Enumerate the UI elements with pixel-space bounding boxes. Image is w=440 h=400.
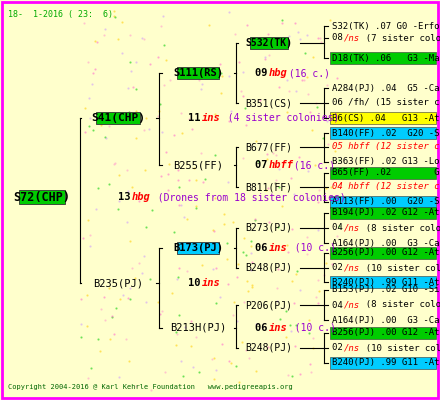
Text: A113(FF) .00  G20 -Sinop62R: A113(FF) .00 G20 -Sinop62R — [332, 198, 440, 206]
Text: (8 sister colonies): (8 sister colonies) — [356, 224, 440, 232]
Bar — [19, 190, 65, 204]
Text: /ns: /ns — [344, 224, 360, 232]
Text: D18(TK) .06   G3 -Maced02Q: D18(TK) .06 G3 -Maced02Q — [332, 54, 440, 62]
Text: /ns: /ns — [344, 34, 360, 42]
Text: B140(FF) .02  G20 -Sinop62R: B140(FF) .02 G20 -Sinop62R — [332, 128, 440, 138]
Text: (10 sister colonies): (10 sister colonies) — [356, 344, 440, 352]
Text: 07: 07 — [255, 160, 274, 170]
Text: (4 sister colonies): (4 sister colonies) — [216, 113, 339, 123]
Bar — [330, 52, 436, 64]
Text: (10 c.): (10 c.) — [283, 323, 336, 333]
Text: (16 c.): (16 c.) — [283, 68, 330, 78]
Text: hbff: hbff — [269, 160, 294, 170]
Text: S532(TK): S532(TK) — [246, 38, 293, 48]
Text: B213H(PJ): B213H(PJ) — [170, 323, 226, 333]
Text: B256(PJ) .00 G12 -AthosSt80R: B256(PJ) .00 G12 -AthosSt80R — [332, 248, 440, 258]
Text: 06 /fh/ (15 sister colonies): 06 /fh/ (15 sister colonies) — [332, 98, 440, 108]
Text: ins: ins — [269, 323, 288, 333]
Text: 04: 04 — [332, 224, 348, 232]
Bar — [330, 112, 436, 124]
Text: Copyright 2004-2016 @ Karl Kehrle Foundation   www.pedigreeapis.org: Copyright 2004-2016 @ Karl Kehrle Founda… — [8, 384, 293, 390]
Text: B256(PJ) .00 G12 -AthosSt80R: B256(PJ) .00 G12 -AthosSt80R — [332, 328, 440, 338]
Text: B194(PJ) .02 G12 -AthosSt80R: B194(PJ) .02 G12 -AthosSt80R — [332, 208, 440, 218]
Bar — [330, 127, 436, 139]
Text: /ns: /ns — [344, 300, 360, 310]
Text: S41(CHP): S41(CHP) — [91, 113, 145, 123]
Text: 18-  1-2016 ( 23:  6): 18- 1-2016 ( 23: 6) — [8, 10, 113, 19]
Bar — [330, 207, 436, 219]
Text: hbg: hbg — [269, 68, 288, 78]
Text: B363(FF) .02 G13 -Longos77R: B363(FF) .02 G13 -Longos77R — [332, 158, 440, 166]
Bar — [330, 167, 436, 179]
Text: B811(FF): B811(FF) — [246, 182, 293, 192]
Text: B248(PJ): B248(PJ) — [246, 343, 293, 353]
Bar — [249, 37, 288, 48]
Text: 02: 02 — [332, 264, 348, 272]
Text: B677(FF): B677(FF) — [246, 142, 293, 152]
Text: S32(TK) .07 G0 -Erfoud07-1Q: S32(TK) .07 G0 -Erfoud07-1Q — [332, 22, 440, 30]
Text: ins: ins — [269, 243, 288, 253]
Text: 05 hbff (12 sister colonies): 05 hbff (12 sister colonies) — [332, 142, 440, 152]
Text: 08: 08 — [332, 34, 348, 42]
Bar — [330, 327, 436, 339]
Text: S72(CHP): S72(CHP) — [14, 190, 70, 204]
Text: B255(FF): B255(FF) — [173, 160, 223, 170]
Text: (8 sister colonies): (8 sister colonies) — [356, 300, 440, 310]
Text: (7 sister colonies): (7 sister colonies) — [356, 34, 440, 42]
Bar — [330, 196, 436, 208]
Text: /ns: /ns — [344, 264, 360, 272]
Text: S111(RS): S111(RS) — [173, 68, 223, 78]
Text: 02: 02 — [332, 344, 348, 352]
Bar — [330, 247, 436, 259]
Text: 06: 06 — [255, 243, 274, 253]
Text: 13: 13 — [118, 192, 137, 202]
Bar — [177, 67, 219, 79]
Text: B153(PJ) .02 G10 -SinopEgg86R: B153(PJ) .02 G10 -SinopEgg86R — [332, 286, 440, 294]
Text: hbg: hbg — [132, 192, 150, 202]
Text: P206(PJ): P206(PJ) — [246, 300, 293, 310]
Text: B65(FF) .02        G26 -B-xx43: B65(FF) .02 G26 -B-xx43 — [332, 168, 440, 178]
Bar — [177, 242, 219, 254]
Text: (Drones from 18 sister colonies): (Drones from 18 sister colonies) — [146, 192, 346, 202]
Text: B6(CS) .04   G13 -AthosSt80R: B6(CS) .04 G13 -AthosSt80R — [332, 114, 440, 122]
Bar — [330, 276, 436, 288]
Text: B240(PJ) .99 G11 -AthosSt80R: B240(PJ) .99 G11 -AthosSt80R — [332, 358, 440, 368]
Text: /ns: /ns — [344, 344, 360, 352]
Text: (16 c.): (16 c.) — [288, 160, 334, 170]
Bar — [330, 357, 436, 369]
Text: (10 c.): (10 c.) — [283, 243, 336, 253]
Text: 11: 11 — [188, 113, 207, 123]
Text: B240(PJ) .99 G11 -AthosSt80R: B240(PJ) .99 G11 -AthosSt80R — [332, 278, 440, 286]
Text: A164(PJ) .00  G3 -Cankiri97Q: A164(PJ) .00 G3 -Cankiri97Q — [332, 238, 440, 248]
Bar — [96, 112, 140, 124]
Text: 06: 06 — [255, 323, 274, 333]
Text: B273(PJ): B273(PJ) — [246, 223, 293, 233]
Text: ins: ins — [202, 113, 221, 123]
Text: 04: 04 — [332, 300, 348, 310]
Text: ins: ins — [202, 278, 221, 288]
Text: 04 hbff (12 sister colonies): 04 hbff (12 sister colonies) — [332, 182, 440, 192]
Text: A164(PJ) .00  G3 -Cankiri97Q: A164(PJ) .00 G3 -Cankiri97Q — [332, 316, 440, 324]
Text: 10: 10 — [188, 278, 207, 288]
Text: A284(PJ) .04  G5 -Cankiri97Q: A284(PJ) .04 G5 -Cankiri97Q — [332, 84, 440, 92]
Text: 09: 09 — [255, 68, 274, 78]
Text: B235(PJ): B235(PJ) — [93, 278, 143, 288]
Text: B351(CS): B351(CS) — [246, 98, 293, 108]
Text: (10 sister colonies): (10 sister colonies) — [356, 264, 440, 272]
Text: B173(PJ): B173(PJ) — [173, 243, 223, 253]
Text: B248(PJ): B248(PJ) — [246, 263, 293, 273]
